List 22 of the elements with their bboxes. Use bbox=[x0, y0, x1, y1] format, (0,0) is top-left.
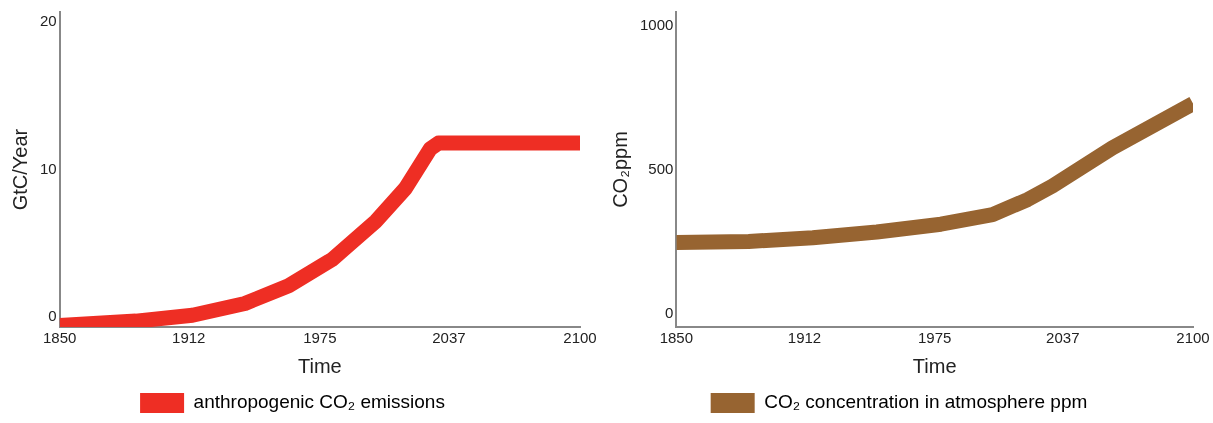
y-tick-label: 0 bbox=[665, 303, 674, 321]
x-tick-label: 1912 bbox=[172, 329, 206, 347]
y-axis-title: GtC/Year bbox=[8, 128, 31, 211]
x-tick-label: 1975 bbox=[303, 329, 337, 347]
x-tick-label: 2100 bbox=[563, 329, 597, 347]
x-tick-label: 1850 bbox=[659, 329, 694, 347]
y-tick-label: 500 bbox=[648, 160, 674, 178]
x-tick-label: 1912 bbox=[787, 329, 822, 347]
y-tick-label: 0 bbox=[48, 306, 57, 324]
y-axis-title: CO₂ppm bbox=[608, 131, 631, 208]
x-tick-label: 1975 bbox=[918, 329, 952, 347]
x-tick-label: 2037 bbox=[1046, 329, 1080, 347]
x-axis-title: Time bbox=[297, 354, 342, 377]
x-axis-title: Time bbox=[912, 354, 957, 377]
y-tick-label: 10 bbox=[40, 159, 57, 177]
x-tick-label: 2037 bbox=[432, 329, 466, 347]
x-tick-label: 1850 bbox=[43, 329, 77, 347]
y-tick-label: 1000 bbox=[639, 16, 674, 34]
legend-label: CO₂ concentration in atmosphere ppm bbox=[764, 391, 1088, 413]
x-tick-label: 2100 bbox=[1176, 329, 1210, 347]
legend-label: anthropogenic CO₂ emissions bbox=[193, 391, 445, 413]
y-tick-label: 20 bbox=[40, 12, 57, 30]
